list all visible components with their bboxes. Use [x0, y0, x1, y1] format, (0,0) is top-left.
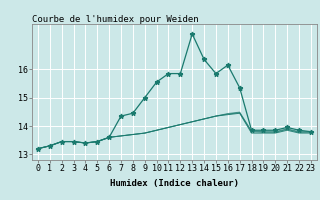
- X-axis label: Humidex (Indice chaleur): Humidex (Indice chaleur): [110, 179, 239, 188]
- Text: Courbe de l'humidex pour Weiden: Courbe de l'humidex pour Weiden: [32, 15, 199, 24]
